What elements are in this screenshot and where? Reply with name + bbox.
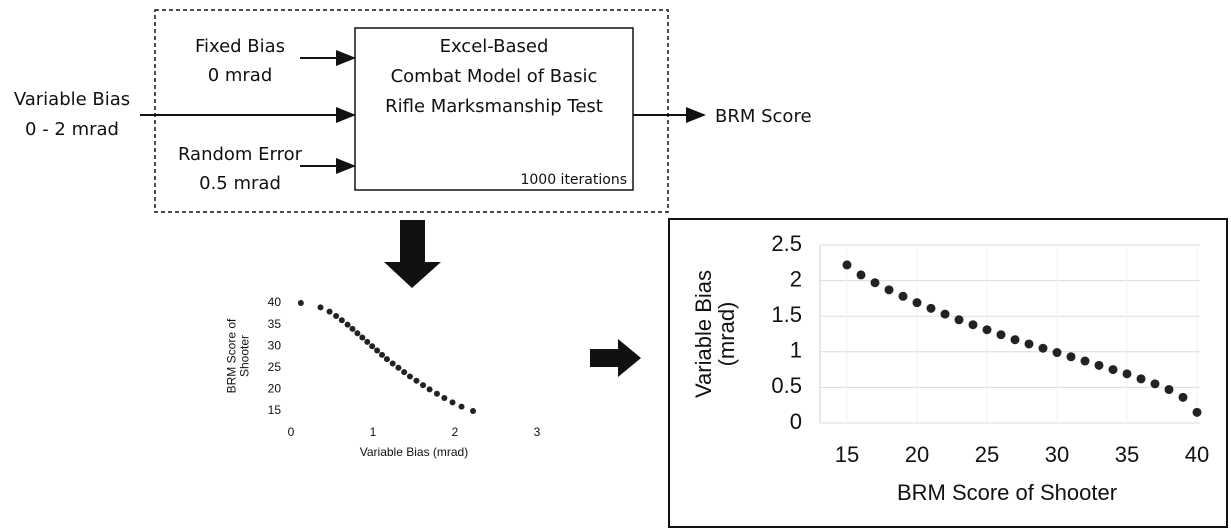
point (1122, 369, 1132, 379)
point (426, 386, 433, 393)
point (1066, 352, 1076, 362)
point (379, 351, 386, 358)
point (1080, 356, 1090, 366)
input-value: 0 mrad (208, 65, 273, 86)
point (870, 278, 880, 288)
point (433, 390, 440, 397)
input-value: 0 - 2 mrad (25, 119, 119, 140)
point (842, 260, 852, 270)
point (395, 364, 402, 371)
x-tick-label: 0 (288, 425, 295, 439)
model-title: Combat Model of Basic (391, 66, 598, 87)
point (389, 360, 396, 367)
point (884, 285, 894, 295)
point (458, 403, 465, 410)
point (364, 338, 371, 345)
point (406, 373, 413, 380)
point (1038, 343, 1048, 353)
point (317, 304, 324, 311)
point (982, 325, 992, 335)
point (326, 308, 333, 315)
input-value: 0.5 mrad (199, 173, 281, 194)
point (449, 399, 456, 406)
y-tick-label: 20 (268, 382, 282, 396)
x-tick-label: 15 (835, 442, 859, 467)
x-tick-label: 30 (1045, 442, 1069, 467)
input-label: Random Error (178, 144, 303, 165)
down-arrow (384, 220, 441, 288)
point (898, 291, 908, 301)
input-label: Fixed Bias (195, 36, 285, 57)
y-tick-label: 2.5 (771, 231, 802, 256)
point (349, 325, 356, 332)
x-tick-label: 2 (452, 425, 459, 439)
x-tick-label: 3 (534, 425, 541, 439)
point (1024, 339, 1034, 349)
y-tick-label: 0 (790, 409, 802, 434)
model-note: 1000 iterations (520, 172, 627, 188)
point (1052, 348, 1062, 358)
point (996, 330, 1006, 340)
point (354, 330, 361, 337)
point (856, 270, 866, 280)
x-tick-label: 1 (370, 425, 377, 439)
model-title: Rifle Marksmanship Test (385, 96, 603, 117)
point (359, 334, 366, 341)
point (441, 395, 448, 402)
point (383, 356, 390, 363)
point (954, 315, 964, 325)
point (338, 317, 345, 324)
point (1136, 374, 1146, 384)
y-tick-label: 30 (268, 338, 282, 352)
point (940, 309, 950, 319)
y-axis-label: BRM Score of Shooter (224, 318, 251, 394)
point (333, 312, 340, 319)
point (912, 298, 922, 308)
x-tick-label: 40 (1185, 442, 1209, 467)
point (413, 377, 420, 384)
x-tick-label: 20 (905, 442, 929, 467)
point (374, 347, 381, 354)
y-tick-label: 40 (268, 295, 282, 309)
y-tick-label: 2 (790, 266, 802, 291)
point (1094, 360, 1104, 370)
point (420, 382, 427, 389)
point (968, 320, 978, 330)
y-tick-label: 35 (268, 317, 282, 331)
y-axis-label: Variable Bias (mrad) (690, 270, 739, 398)
y-tick-label: 1.5 (771, 302, 802, 327)
point (369, 343, 376, 350)
point (1192, 407, 1202, 417)
point (1150, 379, 1160, 389)
input-label: Variable Bias (14, 89, 130, 110)
x-tick-label: 25 (975, 442, 999, 467)
point (401, 369, 408, 376)
point (1178, 392, 1188, 402)
x-axis-label: Variable Bias (mrad) (360, 445, 468, 459)
point (1164, 385, 1174, 395)
output-label: BRM Score (715, 106, 812, 127)
right-arrow (590, 339, 641, 377)
y-tick-label: 0.5 (771, 373, 802, 398)
point (1010, 335, 1020, 345)
model-title: Excel-Based (440, 36, 549, 57)
y-tick-label: 15 (268, 403, 282, 417)
x-axis-label: BRM Score of Shooter (897, 480, 1117, 505)
point (297, 300, 304, 306)
point (470, 408, 477, 414)
point (1108, 365, 1118, 375)
y-tick-label: 25 (268, 360, 282, 374)
point (344, 321, 351, 328)
chart-frame (668, 218, 1228, 528)
x-tick-label: 35 (1115, 442, 1139, 467)
y-tick-label: 1 (790, 338, 802, 363)
point (926, 303, 936, 313)
